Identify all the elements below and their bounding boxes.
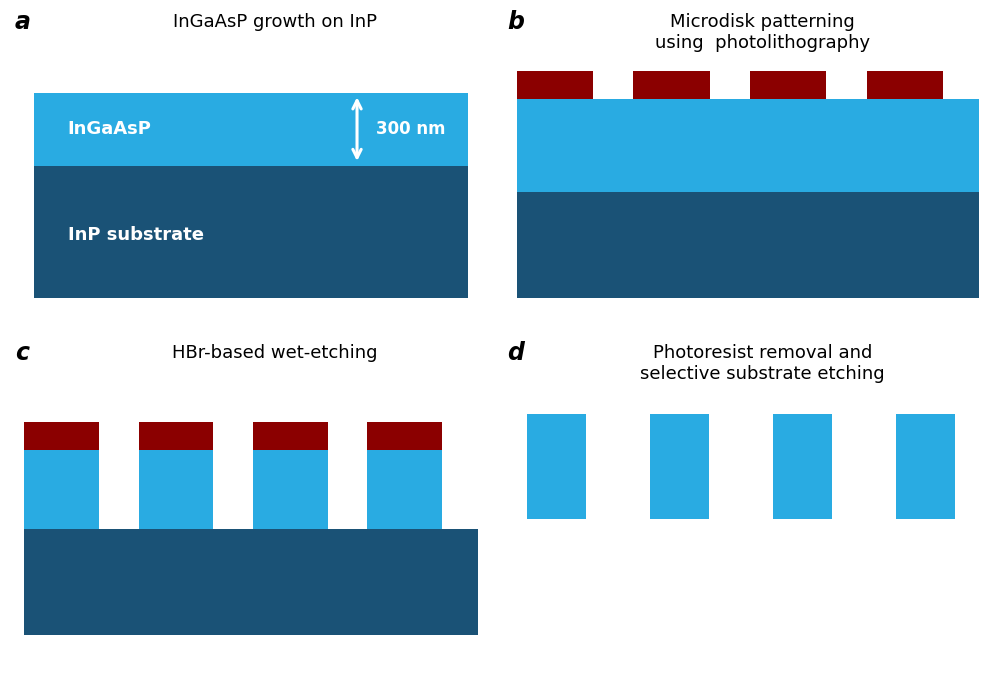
Bar: [649, 414, 708, 520]
Text: d: d: [507, 341, 524, 364]
Bar: [34, 165, 467, 298]
Bar: [367, 422, 441, 450]
Bar: [24, 422, 99, 450]
Text: InP substrate: InP substrate: [68, 226, 204, 244]
Bar: [517, 192, 978, 298]
Bar: [749, 72, 825, 99]
Bar: [517, 99, 978, 192]
Text: b: b: [507, 10, 524, 34]
Text: Photoresist removal and
selective substrate etching: Photoresist removal and selective substr…: [640, 344, 885, 383]
Bar: [138, 450, 214, 529]
Bar: [24, 529, 477, 635]
Bar: [253, 450, 327, 529]
Bar: [866, 72, 942, 99]
Bar: [772, 414, 830, 520]
Bar: [895, 414, 954, 520]
Text: Microdisk patterning
using  photolithography: Microdisk patterning using photolithogra…: [655, 14, 870, 52]
Bar: [527, 414, 585, 520]
Text: InGaAsP growth on InP: InGaAsP growth on InP: [173, 14, 377, 31]
Bar: [34, 92, 467, 165]
Text: HBr-based wet-etching: HBr-based wet-etching: [173, 344, 377, 362]
Bar: [138, 422, 214, 450]
Text: InGaAsP: InGaAsP: [68, 120, 151, 138]
Bar: [24, 450, 99, 529]
Text: 300 nm: 300 nm: [376, 120, 445, 138]
Text: c: c: [15, 341, 29, 364]
Bar: [517, 72, 593, 99]
Text: a: a: [15, 10, 31, 34]
Bar: [253, 422, 327, 450]
Bar: [633, 72, 709, 99]
Bar: [367, 450, 441, 529]
